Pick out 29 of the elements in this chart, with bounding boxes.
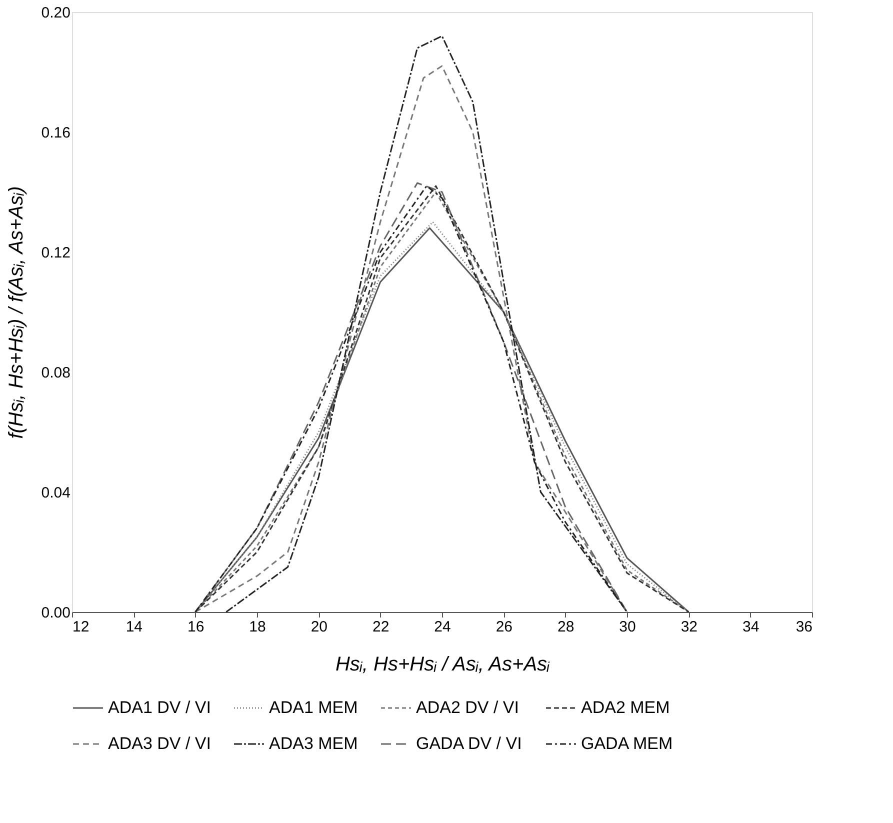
y-axis-title: f(Hsᵢ, Hs+Hsᵢ) / f(Asᵢ, As+Asᵢ) [5,186,28,439]
legend-label: GADA MEM [581,734,673,753]
legend-label: ADA2 DV / VI [416,698,519,717]
y-tick-label: 0.20 [41,4,70,22]
x-tick-label: 26 [496,618,513,636]
legend-label: ADA2 MEM [581,698,670,717]
y-tick-label: 0.16 [41,124,70,142]
legend-label: ADA1 MEM [269,698,358,717]
y-tick-label: 0.08 [41,364,70,382]
x-tick-label: 34 [742,618,760,636]
legend-label: GADA DV / VI [416,734,522,753]
x-axis-title: Hsᵢ, Hs+Hsᵢ / Asᵢ, As+Asᵢ [335,654,550,676]
legend-label: ADA3 DV / VI [108,734,211,753]
x-tick-label: 20 [310,618,328,636]
x-tick-label: 32 [680,618,698,636]
x-tick-label: 36 [796,618,812,636]
y-tick-label: 0.00 [41,604,70,622]
x-tick-label: 28 [557,618,574,636]
x-tick-label: 16 [187,618,204,636]
x-tick-label: 12 [72,618,90,636]
x-tick-label: 14 [126,618,143,636]
x-tick-label: 24 [434,618,451,636]
legend-label: ADA3 MEM [269,734,358,753]
y-tick-label: 0.04 [41,484,70,502]
x-tick-label: 22 [372,618,390,636]
legend-label: ADA1 DV / VI [108,698,211,717]
x-tick-label: 18 [249,618,266,636]
x-tick-label: 30 [619,618,636,636]
y-tick-label: 0.12 [41,244,70,262]
